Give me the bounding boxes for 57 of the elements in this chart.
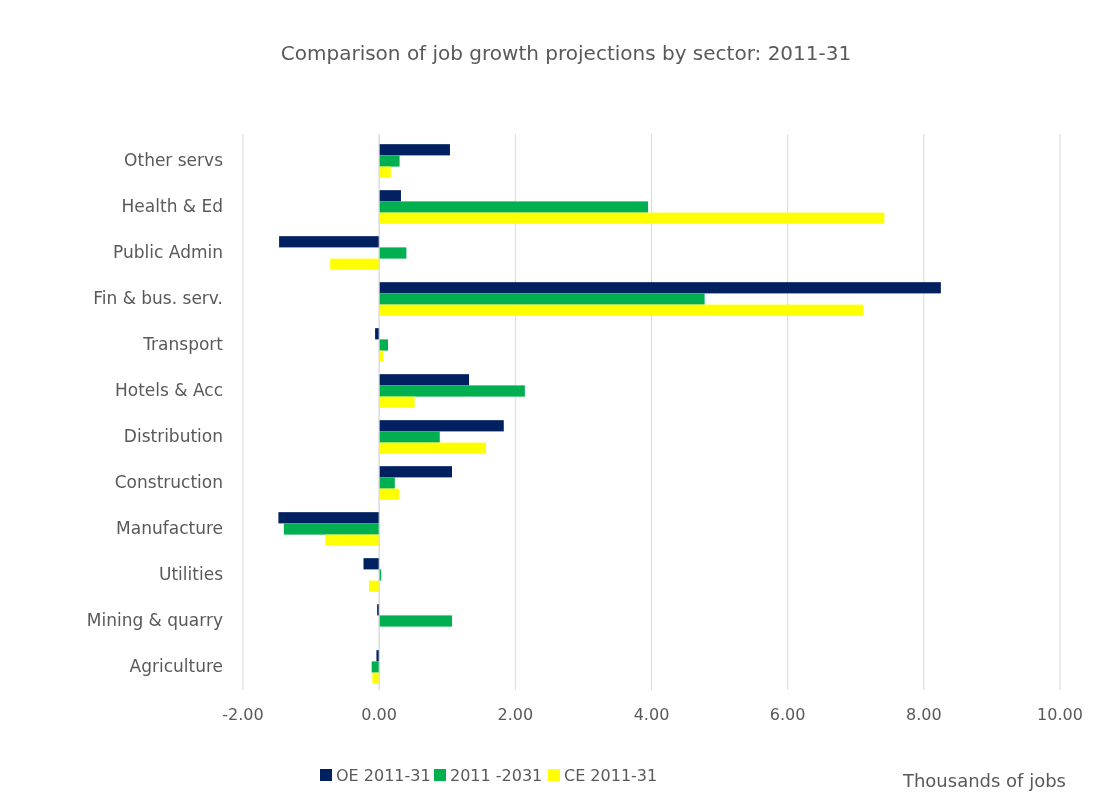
bar (379, 442, 487, 454)
bar (283, 523, 380, 535)
bar (325, 534, 380, 546)
legend-label: OE 2011-31 (336, 765, 431, 785)
bar (379, 339, 389, 351)
x-tick-label: -2.00 (222, 705, 264, 724)
bar (379, 385, 525, 397)
bar (379, 615, 453, 627)
bar (379, 166, 391, 178)
bar (379, 304, 864, 316)
y-tick-label: Manufacture (116, 518, 223, 538)
bar (379, 247, 407, 259)
bar (279, 236, 380, 248)
y-tick-label: Utilities (159, 564, 224, 584)
x-tick-label: 2.00 (497, 705, 534, 724)
y-tick-label: Distribution (123, 426, 223, 446)
y-tick-label: Health & Ed (121, 196, 223, 216)
legend-label: CE 2011-31 (564, 765, 658, 785)
y-tick-label: Hotels & Acc (115, 380, 223, 400)
bar (372, 672, 380, 684)
bar (330, 258, 380, 270)
bar (379, 420, 504, 432)
legend-label: 2011 -2031 (450, 765, 543, 785)
bar (379, 488, 399, 500)
bar (379, 293, 705, 305)
bar (278, 512, 380, 524)
chart-title: Comparison of job growth projections by sector: 2011-31 (280, 41, 852, 65)
bar (379, 155, 400, 167)
bar (363, 558, 380, 570)
bar (379, 282, 941, 294)
bar (376, 650, 380, 662)
y-tick-label: Transport (142, 334, 224, 354)
bar (379, 190, 401, 202)
bar (375, 328, 380, 340)
bar (371, 661, 380, 673)
bar (379, 466, 453, 478)
x-tick-label: 4.00 (633, 705, 670, 724)
bar (379, 144, 450, 156)
x-axis-title: Thousands of jobs (901, 770, 1066, 791)
y-tick-label: Construction (114, 472, 223, 492)
bar (377, 604, 380, 616)
x-tick-label: 6.00 (769, 705, 806, 724)
x-tick-label: 8.00 (906, 705, 942, 724)
bar (379, 201, 649, 213)
y-tick-label: Fin & bus. serv. (93, 288, 223, 308)
y-tick-label: Mining & quarry (86, 610, 223, 630)
bar (379, 477, 395, 489)
y-tick-label: Public Admin (113, 242, 223, 262)
y-tick-label: Other servs (124, 150, 224, 170)
x-tick-label: 0.00 (361, 705, 397, 724)
bar (379, 212, 885, 224)
bar (379, 396, 415, 408)
bar (379, 431, 440, 443)
bar (379, 374, 470, 386)
y-tick-label: Agriculture (129, 656, 223, 676)
bar (368, 580, 380, 592)
x-tick-label: 10.00 (1037, 705, 1083, 724)
